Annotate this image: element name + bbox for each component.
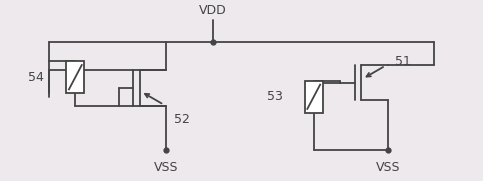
Text: VDD: VDD [199,4,227,17]
Text: 52: 52 [173,113,189,126]
Bar [305,81,323,113]
Text: 51: 51 [395,55,411,68]
Text: 54: 54 [28,71,44,84]
Bar [66,61,85,93]
Text: VSS: VSS [154,161,179,174]
Text: 53: 53 [267,90,283,103]
Text: VSS: VSS [376,161,400,174]
